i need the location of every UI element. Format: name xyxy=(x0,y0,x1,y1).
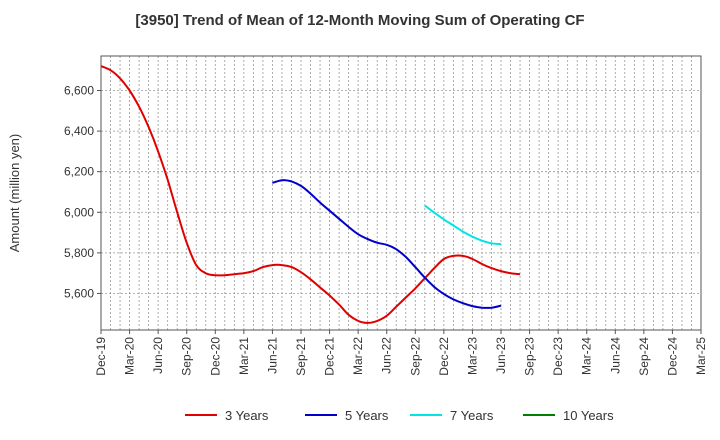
series-line-5-years xyxy=(272,179,502,309)
x-tick-label: Sep-24 xyxy=(637,337,651,376)
series-lines xyxy=(100,65,521,324)
legend: 3 Years 5 Years 7 Years 10 Years xyxy=(185,408,614,423)
legend-label: 10 Years xyxy=(563,408,614,423)
x-tick-label: Mar-23 xyxy=(465,337,479,375)
x-tick-label: Mar-20 xyxy=(123,337,137,375)
x-tick-label: Dec-19 xyxy=(94,337,108,376)
x-tick-label: Sep-21 xyxy=(294,337,308,376)
x-tick-label: Jun-21 xyxy=(265,337,279,374)
series-line-3-years xyxy=(100,65,521,324)
x-tick-label: Jun-23 xyxy=(494,337,508,374)
x-tick-label: Mar-21 xyxy=(237,337,251,375)
x-tick-label: Dec-23 xyxy=(551,337,565,376)
plot-frame xyxy=(100,55,702,331)
legend-label: 5 Years xyxy=(345,408,389,423)
y-axis-ticks: 5,600 5,800 6,000 6,200 6,400 6,600 xyxy=(64,84,101,300)
y-tick-label: 6,600 xyxy=(64,84,94,98)
x-tick-label: Mar-24 xyxy=(580,337,594,375)
x-tick-label: Sep-23 xyxy=(523,337,537,376)
y-axis-label: Amount (million yen) xyxy=(7,134,22,253)
y-tick-label: 5,600 xyxy=(64,286,94,300)
x-tick-label: Mar-25 xyxy=(694,337,708,375)
x-tick-label: Dec-24 xyxy=(665,337,679,376)
x-tick-label: Jun-22 xyxy=(380,337,394,374)
x-tick-label: Dec-20 xyxy=(208,337,222,376)
x-tick-label: Dec-22 xyxy=(437,337,451,376)
x-tick-label: Jun-20 xyxy=(151,337,165,374)
x-tick-label: Jun-24 xyxy=(608,337,622,374)
y-tick-label: 6,400 xyxy=(64,124,94,138)
x-tick-label: Sep-20 xyxy=(180,337,194,376)
x-tick-label: Sep-22 xyxy=(408,337,422,376)
y-tick-label: 6,200 xyxy=(64,165,94,179)
legend-label: 3 Years xyxy=(225,408,269,423)
x-axis-ticks: Dec-19 Mar-20 Jun-20 Sep-20 Dec-20 Mar-21 Jun-… xyxy=(94,330,708,376)
y-tick-label: 5,800 xyxy=(64,246,94,260)
x-tick-label: Dec-21 xyxy=(323,337,337,376)
y-tick-label: 6,000 xyxy=(64,205,94,219)
grid-lines xyxy=(100,56,702,330)
x-tick-label: Mar-22 xyxy=(351,337,365,375)
legend-label: 7 Years xyxy=(450,408,494,423)
series-line-7-years xyxy=(424,204,502,246)
chart-title: [3950] Trend of Mean of 12-Month Moving … xyxy=(135,12,585,29)
